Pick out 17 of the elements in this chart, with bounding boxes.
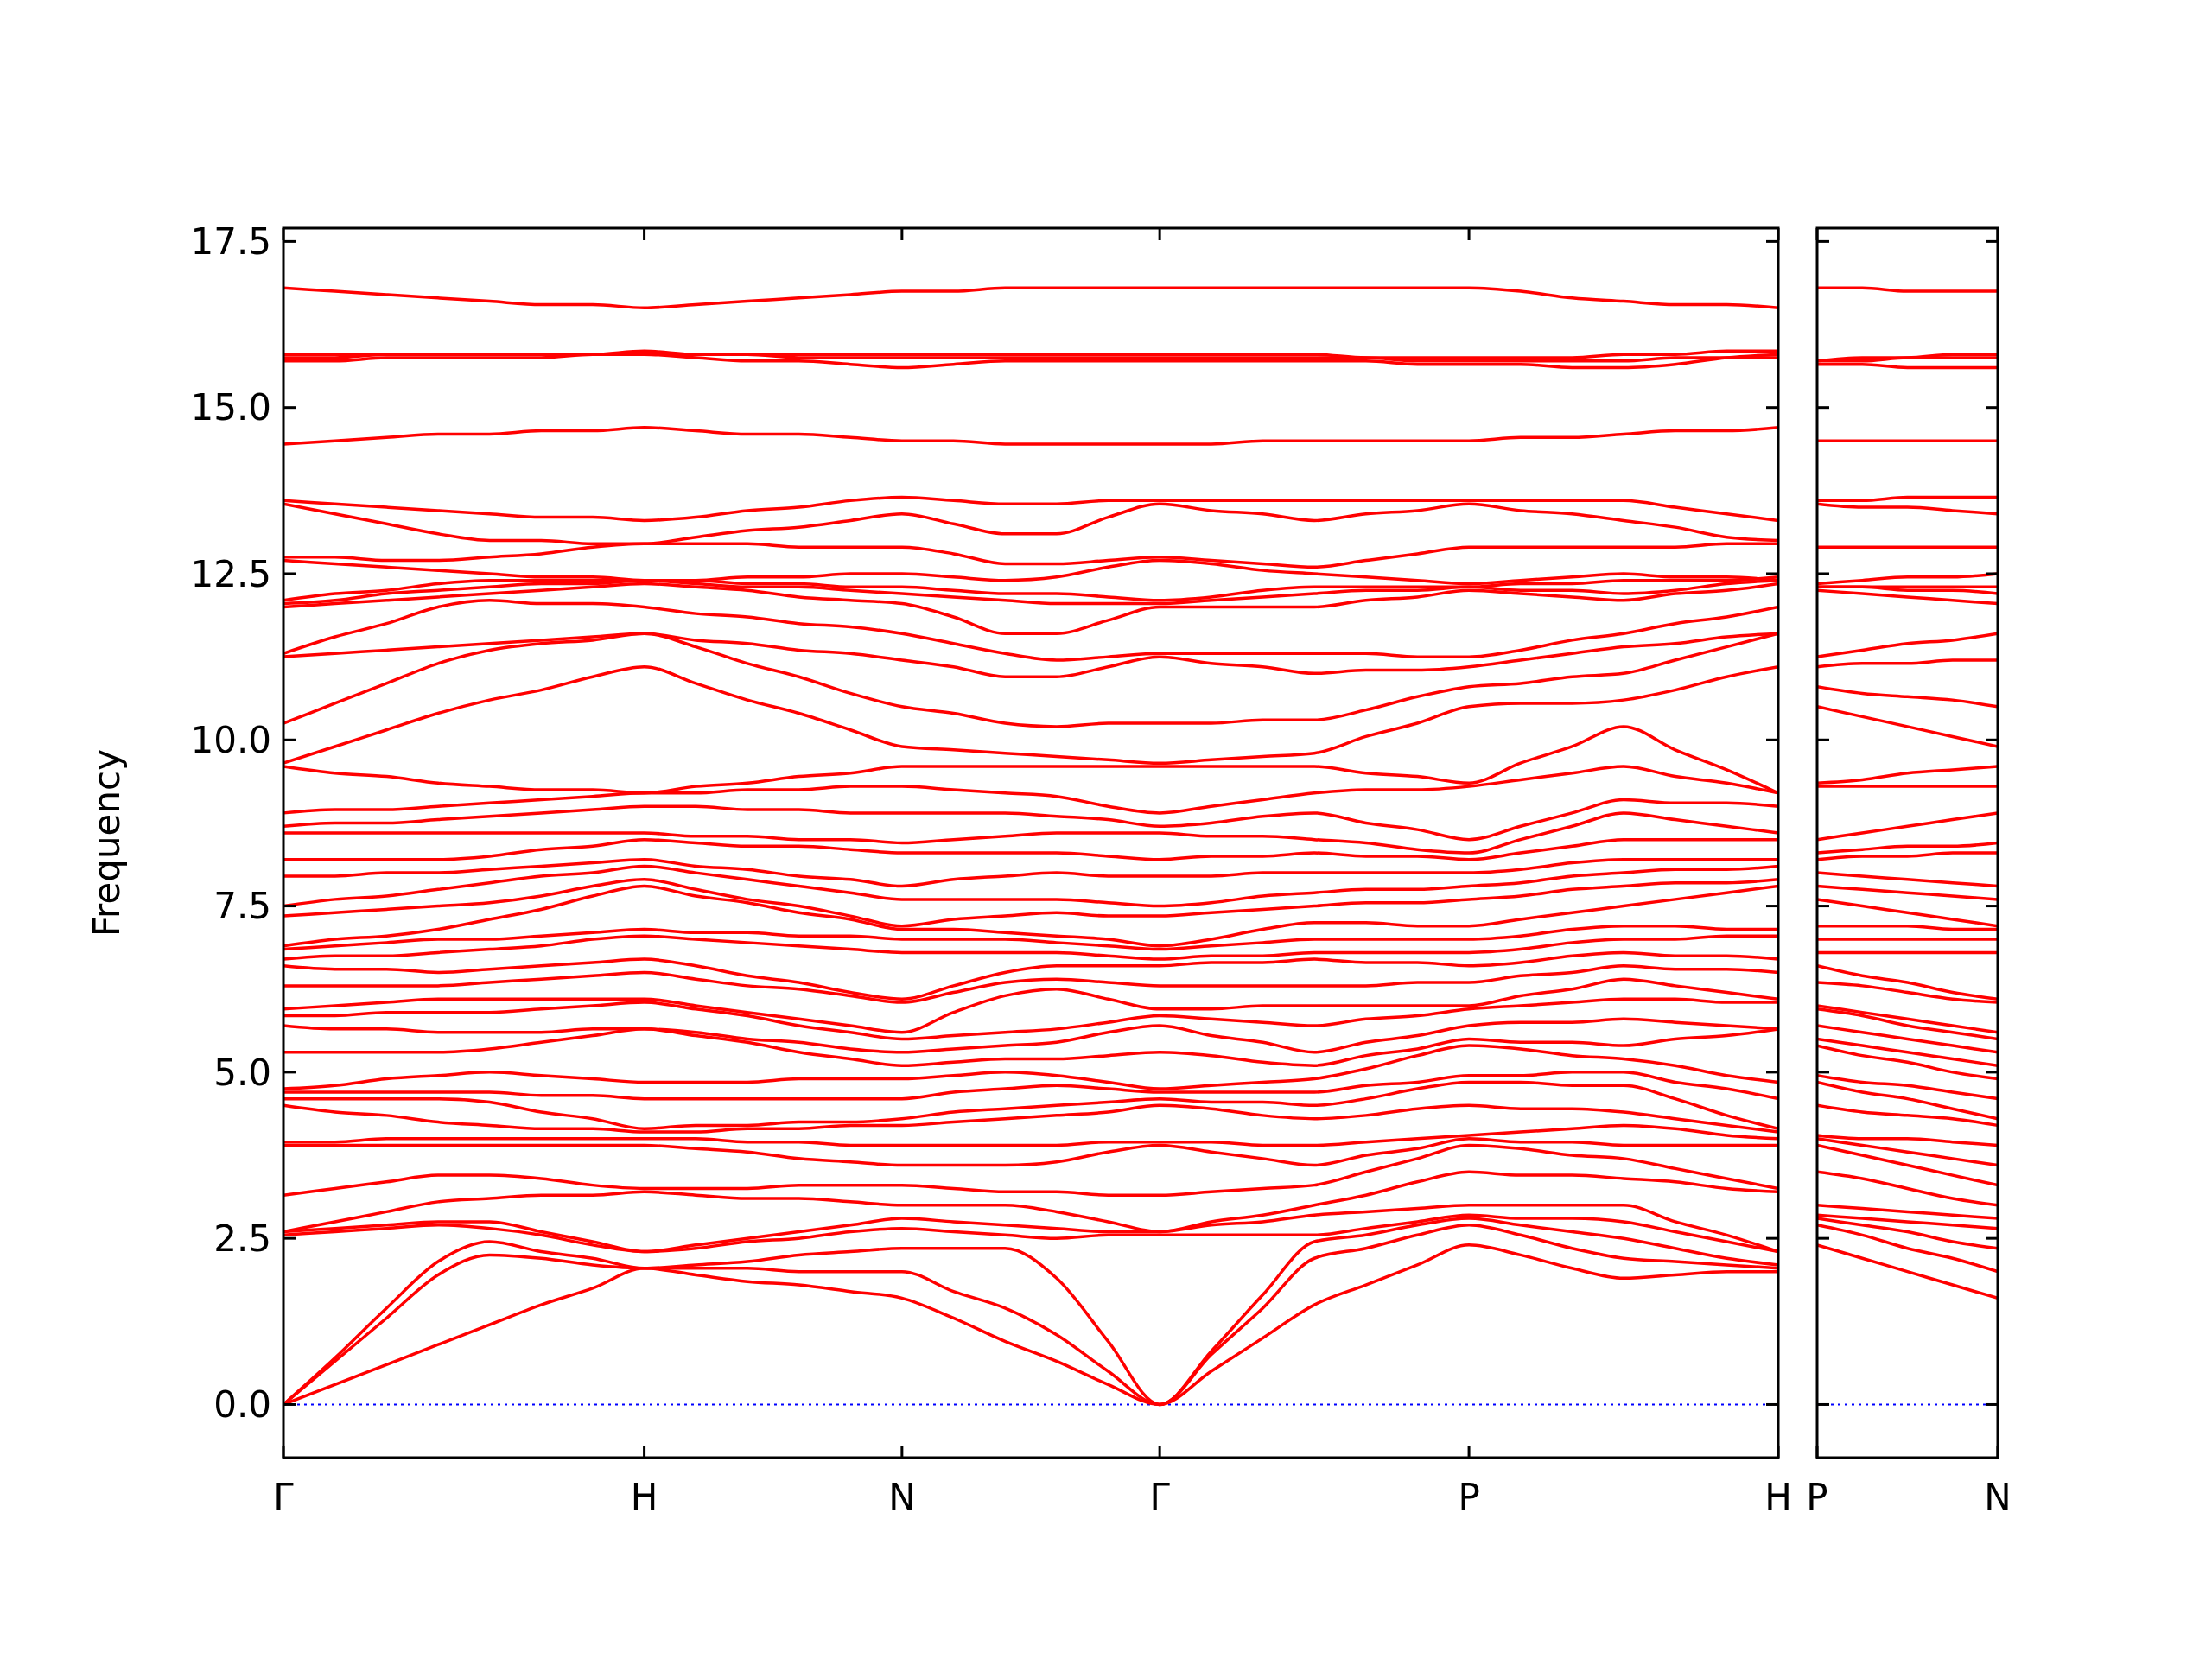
y-tick-label: 2.5 [213, 1217, 271, 1260]
x-tick-label: N [888, 1476, 916, 1518]
y-tick-label: 0.0 [213, 1383, 271, 1427]
y-tick-label: 15.0 [190, 386, 271, 429]
x-tick-label: H [630, 1476, 658, 1518]
y-tick-label: 7.5 [213, 885, 271, 928]
y-tick-label: 17.5 [190, 220, 271, 264]
x-tick-label: P [1458, 1476, 1480, 1518]
y-tick-label: 12.5 [190, 552, 271, 595]
x-tick-label: H [1764, 1476, 1792, 1518]
x-tick-label: Γ [1149, 1476, 1171, 1518]
x-tick-label: Γ [273, 1476, 295, 1518]
x-tick-label: P [1806, 1476, 1828, 1518]
x-tick-label: N [1984, 1476, 2012, 1518]
y-tick-label: 10.0 [190, 718, 271, 761]
y-axis-title: Frequency [86, 749, 128, 937]
y-tick-label: 5.0 [213, 1051, 271, 1094]
